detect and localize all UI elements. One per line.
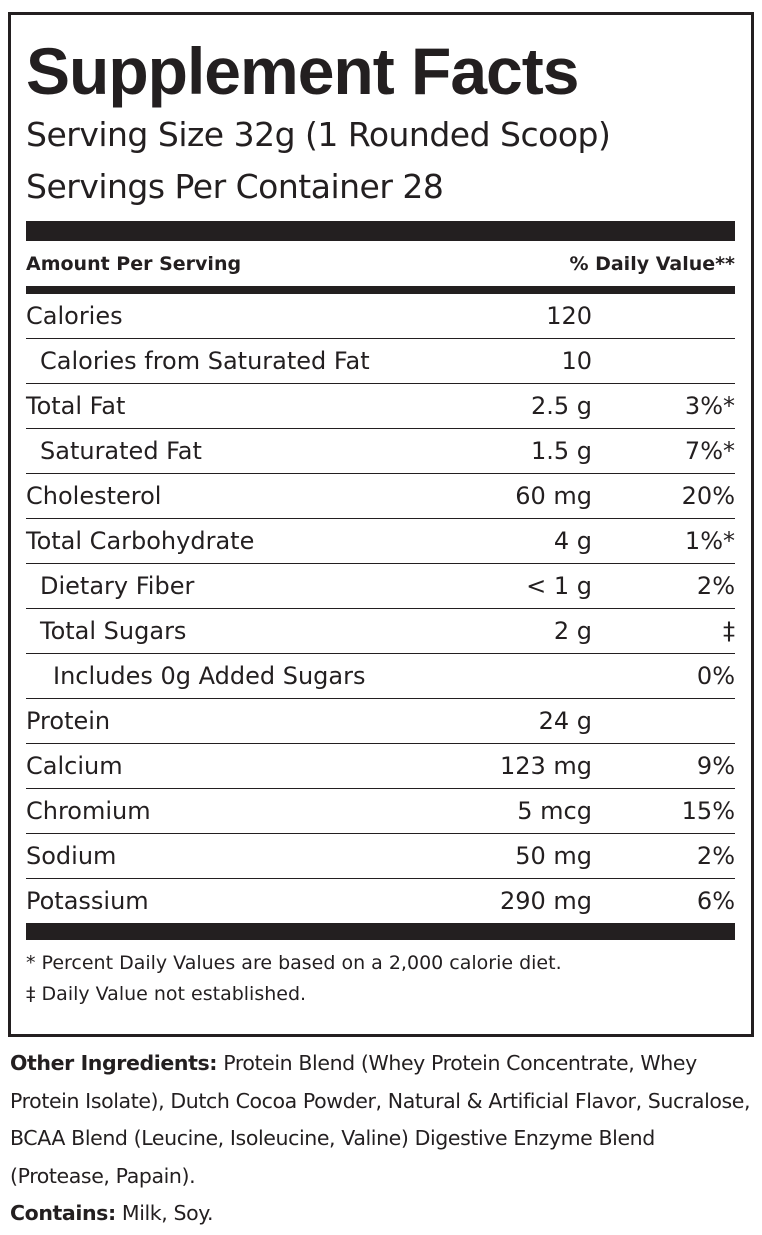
daily-value: 2%	[696, 842, 735, 870]
nutrient-label: Potassium	[26, 887, 149, 915]
label: Contains:	[10, 1201, 116, 1225]
nutrient-label: Total Fat	[26, 392, 126, 420]
amount: 120	[546, 302, 592, 330]
nutrient-row: Total Sugars 2 g ‡	[26, 609, 735, 654]
nutrient-row: Calories 120	[26, 294, 735, 339]
amount: 123 mg	[499, 752, 592, 780]
contains: Contains: Milk, Soy.	[10, 1195, 758, 1233]
text: Milk, Soy.	[121, 1201, 214, 1225]
footnote: ‡ Daily Value not established.	[26, 983, 307, 1005]
nutrient-label: Calories	[26, 302, 123, 330]
nutrient-row: Sodium 50 mg 2%	[26, 834, 735, 879]
nutrient-label: Chromium	[26, 797, 151, 825]
daily-value: 3%*	[684, 392, 735, 420]
amount: 24 g	[538, 707, 592, 735]
text: Protein Blend (Whey Protein Concentrate,…	[10, 1051, 751, 1188]
nutrient-row: Dietary Fiber < 1 g 2%	[26, 564, 735, 609]
nutrient-label: Calories from Saturated Fat	[40, 347, 370, 375]
facts-panel: Supplement Facts Serving Size 32g (1 Rou…	[8, 12, 754, 1037]
amount: 290 mg	[499, 887, 592, 915]
rows: Calories 120 Calories from Saturated Fat 10…	[26, 294, 735, 923]
daily-value: 20%	[681, 482, 735, 510]
serving-size: Serving Size 32g (1 Rounded Scoop)	[26, 115, 611, 154]
amount: 1.5 g	[530, 437, 592, 465]
header-daily-value: % Daily Value**	[569, 252, 735, 275]
footnote: * Percent Daily Values are based on a 2,…	[26, 952, 562, 974]
nutrient-row: Potassium 290 mg 6%	[26, 879, 735, 923]
nutrient-row: Calcium 123 mg 9%	[26, 744, 735, 789]
daily-value: 15%	[681, 797, 735, 825]
daily-value: 6%	[696, 887, 735, 915]
divider	[26, 286, 735, 294]
divider	[26, 923, 735, 940]
ingredients: Other Ingredients: Protein Blend (Whey P…	[10, 1045, 758, 1233]
amount: 60 mg	[515, 482, 592, 510]
label: Other Ingredients:	[10, 1051, 218, 1075]
header-row: Amount Per Serving % Daily Value**	[26, 241, 735, 286]
nutrient-label: Includes 0g Added Sugars	[53, 662, 366, 690]
amount: 50 mg	[515, 842, 592, 870]
nutrient-label: Dietary Fiber	[40, 572, 195, 600]
divider	[26, 221, 735, 241]
daily-value: 7%*	[684, 437, 735, 465]
daily-value: 9%	[696, 752, 735, 780]
daily-value: 0%	[696, 662, 735, 690]
nutrient-label: Cholesterol	[26, 482, 162, 510]
nutrient-label: Calcium	[26, 752, 123, 780]
nutrient-label: Saturated Fat	[40, 437, 202, 465]
nutrient-row: Calories from Saturated Fat 10	[26, 339, 735, 384]
daily-value: 1%*	[684, 527, 735, 555]
nutrient-row: Includes 0g Added Sugars 0%	[26, 654, 735, 699]
nutrient-row: Total Carbohydrate 4 g 1%*	[26, 519, 735, 564]
nutrient-row: Protein 24 g	[26, 699, 735, 744]
daily-value: 2%	[696, 572, 735, 600]
nutrient-row: Chromium 5 mcg 15%	[26, 789, 735, 834]
amount: < 1 g	[526, 572, 592, 600]
amount: 4 g	[553, 527, 592, 555]
amount: 2 g	[553, 617, 592, 645]
nutrient-label: Total Carbohydrate	[26, 527, 255, 555]
nutrient-label: Sodium	[26, 842, 117, 870]
header-amount: Amount Per Serving	[26, 252, 242, 275]
nutrient-row: Cholesterol 60 mg 20%	[26, 474, 735, 519]
other-ingredients: Other Ingredients: Protein Blend (Whey P…	[10, 1045, 758, 1195]
nutrient-label: Protein	[26, 707, 111, 735]
servings-per-container: Servings Per Container 28	[26, 167, 444, 206]
nutrient-row: Total Fat 2.5 g 3%*	[26, 384, 735, 429]
amount: 10	[561, 347, 592, 375]
daily-value: ‡	[723, 617, 735, 645]
footnotes: * Percent Daily Values are based on a 2,…	[26, 948, 735, 1010]
nutrient-label: Total Sugars	[40, 617, 187, 645]
amount: 2.5 g	[530, 392, 592, 420]
amount: 5 mcg	[517, 797, 592, 825]
nutrient-row: Saturated Fat 1.5 g 7%*	[26, 429, 735, 474]
title: Supplement Facts	[26, 34, 579, 108]
